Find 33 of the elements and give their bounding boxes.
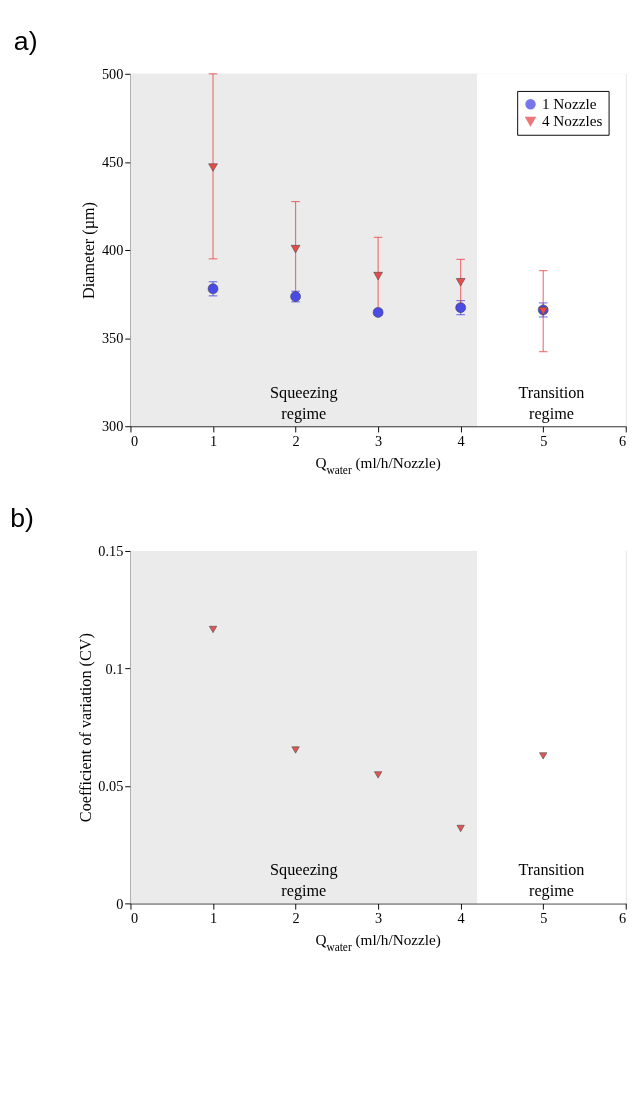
y-tick-label: 0.15 xyxy=(98,543,124,560)
y-tick-label: 0.1 xyxy=(105,660,124,677)
y-tick-label: 0.05 xyxy=(98,778,124,795)
legend-label: 1 Nozzle xyxy=(541,95,597,113)
y-tick-label: 450 xyxy=(101,154,124,171)
x-tick-label: 0 xyxy=(130,432,139,449)
x-tick-label: 5 xyxy=(540,432,548,449)
band-label: Transition regime xyxy=(518,860,585,900)
x-tick-label: 4 xyxy=(457,432,465,449)
y-tick-label: 500 xyxy=(101,66,124,83)
x-tick-label: 6 xyxy=(619,432,627,449)
x-tick-label: 5 xyxy=(540,909,548,926)
legend-label: 4 Nozzles xyxy=(541,112,603,130)
x-tick-label: 3 xyxy=(375,432,383,449)
x-tick-label: 3 xyxy=(375,909,383,926)
chart-title: b) xyxy=(10,503,34,534)
y-axis-title: Diameter (µm) xyxy=(80,202,99,299)
y-tick-label: 300 xyxy=(101,418,124,435)
x-tick-label: 0 xyxy=(130,909,139,926)
band-label: Transition regime xyxy=(518,383,585,423)
x-tick-label: 2 xyxy=(292,432,300,449)
y-tick-label: 400 xyxy=(101,242,124,259)
x-tick-label: 1 xyxy=(209,909,218,926)
y-tick-label: 0 xyxy=(116,895,124,912)
band-label: Squeezing regime xyxy=(270,383,338,423)
y-tick-label: 350 xyxy=(101,330,124,347)
y-axis-title: Coefficient of variation (CV) xyxy=(76,633,95,823)
x-tick-label: 4 xyxy=(457,909,465,926)
x-tick-label: 6 xyxy=(619,909,627,926)
chart-title: a) xyxy=(13,26,38,57)
band-label: Squeezing regime xyxy=(270,860,338,900)
x-tick-label: 1 xyxy=(209,432,218,449)
x-tick-label: 2 xyxy=(292,909,300,926)
